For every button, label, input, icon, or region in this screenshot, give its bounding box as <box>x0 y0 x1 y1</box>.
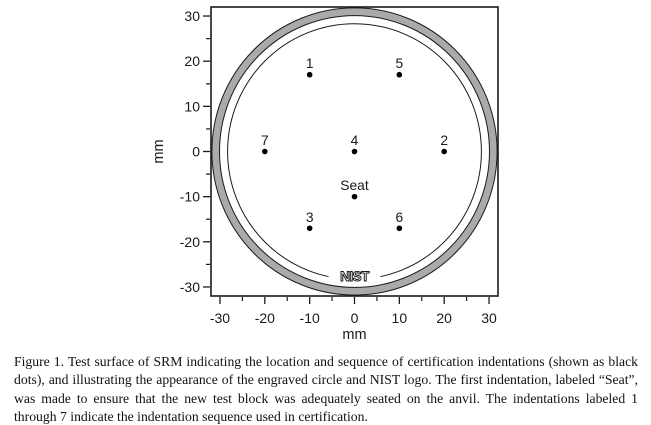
engraved-ring <box>211 7 498 296</box>
plot-frame <box>210 6 499 297</box>
x-tick-label: 0 <box>351 310 359 326</box>
indentation-dot-7 <box>262 148 268 155</box>
indentation-dot-6 <box>396 225 403 232</box>
x-tick-label: -10 <box>300 310 320 326</box>
x-tick-label: 30 <box>481 310 497 326</box>
point-label-2: 2 <box>440 133 448 148</box>
x-tick-label: -20 <box>255 310 275 326</box>
y-tick-label: 0 <box>192 144 200 160</box>
indentation-dot-1 <box>306 71 313 78</box>
y-tick-label: 30 <box>184 8 200 24</box>
y-tick-label: 10 <box>184 98 200 114</box>
engraved-ring-inner-edge <box>219 15 490 288</box>
point-label-5: 5 <box>396 56 404 71</box>
indentation-dot-seat <box>351 193 358 200</box>
x-tick-label: -30 <box>210 310 230 326</box>
engraved-ring-outer-edge <box>211 7 498 296</box>
indentation-dot-4 <box>351 148 358 155</box>
y-tick-label: -10 <box>180 189 200 205</box>
x-axis-label: mm <box>342 327 366 343</box>
point-label-1: 1 <box>306 56 314 71</box>
srm-test-surface-plot: NIST -30 -20 -10 0 10 20 30 -30 -20 -10 0 10 20 30 mm mm… <box>151 6 499 343</box>
point-label-3: 3 <box>306 210 314 225</box>
indentation-dot-3 <box>306 225 313 232</box>
indentation-dot-5 <box>396 71 403 78</box>
figure-caption: Figure 1. Test surface of SRM indicating… <box>14 354 638 424</box>
indentation-dot-2 <box>441 148 447 155</box>
point-label-4: 4 <box>351 133 359 148</box>
point-label-6: 6 <box>396 210 404 225</box>
y-tick-label: -30 <box>180 279 200 295</box>
nist-logo-mask <box>328 268 381 285</box>
y-tick-label: 20 <box>184 53 200 69</box>
nist-logo: NIST <box>340 269 370 284</box>
y-axis-label: mm <box>151 139 167 163</box>
y-tick-label: -20 <box>180 234 200 250</box>
point-label-seat: Seat <box>340 178 369 193</box>
point-label-7: 7 <box>261 133 269 148</box>
x-tick-label: 10 <box>392 310 408 326</box>
x-tick-label: 20 <box>436 310 452 326</box>
